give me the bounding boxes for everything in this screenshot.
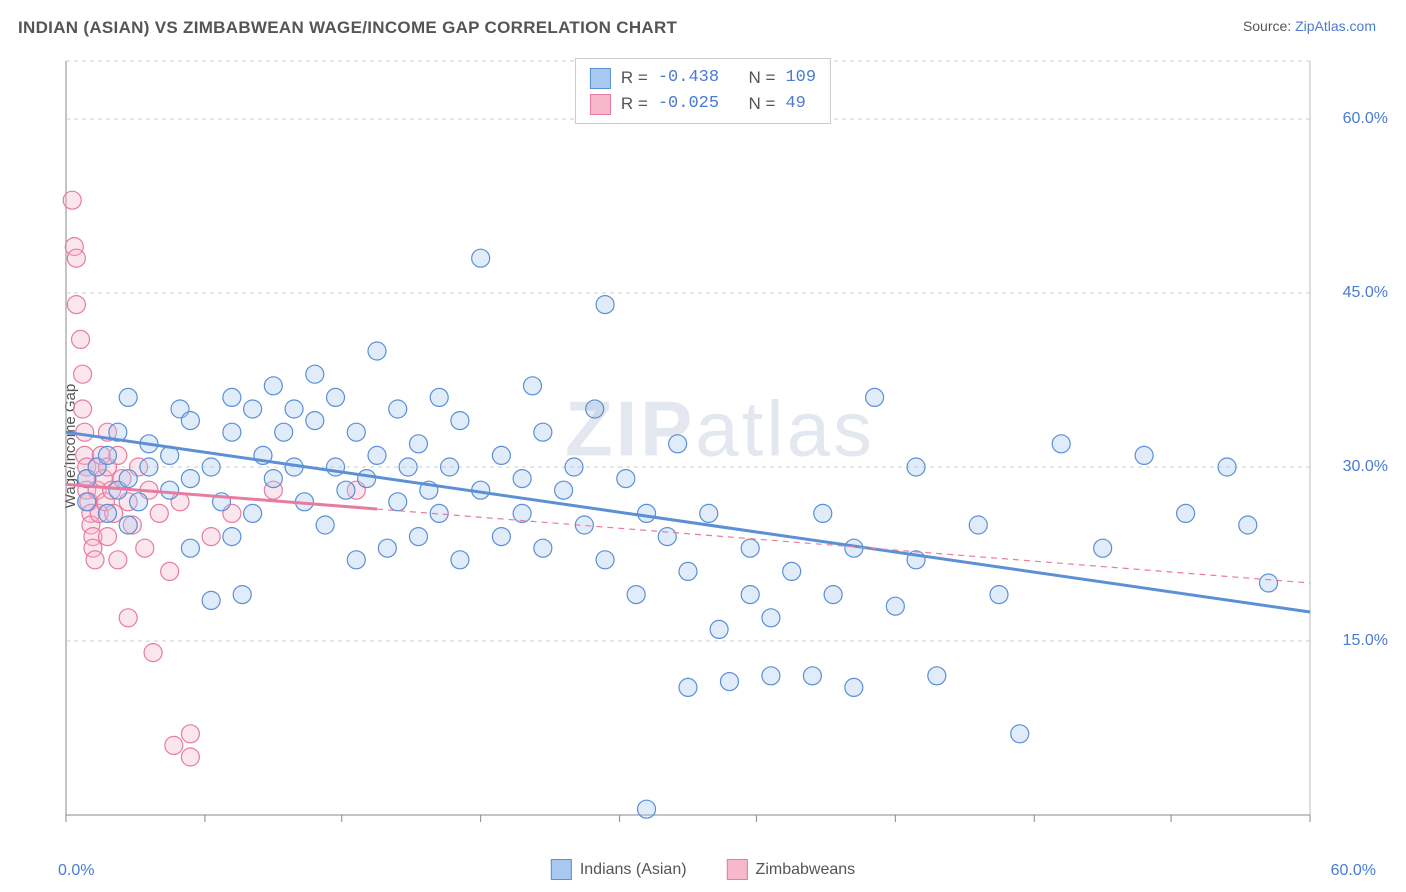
- legend-swatch: [551, 859, 572, 880]
- legend-label: Zimbabweans: [756, 861, 856, 879]
- source-link[interactable]: ZipAtlas.com: [1295, 18, 1376, 34]
- r-value: -0.025: [658, 91, 719, 117]
- y-tick-label: 60.0%: [1343, 110, 1388, 128]
- n-label: N =: [749, 91, 776, 117]
- legend-label: Indians (Asian): [580, 861, 687, 879]
- source-label: Source:: [1243, 18, 1295, 34]
- n-value: 49: [785, 91, 805, 117]
- chart-area: ZIPatlas: [60, 55, 1380, 835]
- stat-legend-row: R = -0.438 N = 109: [590, 65, 816, 91]
- r-label: R =: [621, 65, 648, 91]
- r-label: R =: [621, 91, 648, 117]
- legend-swatch: [590, 94, 611, 115]
- series-legend: Indians (Asian) Zimbabweans: [551, 859, 855, 880]
- source-attribution: Source: ZipAtlas.com: [1243, 18, 1376, 34]
- legend-item: Zimbabweans: [727, 859, 856, 880]
- n-value: 109: [785, 65, 816, 91]
- y-tick-label: 30.0%: [1343, 458, 1388, 476]
- chart-title: INDIAN (ASIAN) VS ZIMBABWEAN WAGE/INCOME…: [18, 18, 677, 38]
- legend-swatch: [590, 68, 611, 89]
- stat-legend-row: R = -0.025 N = 49: [590, 91, 816, 117]
- r-value: -0.438: [658, 65, 719, 91]
- scatter-chart-svg: [60, 55, 1380, 835]
- x-axis-min-label: 0.0%: [58, 862, 94, 880]
- statistics-legend: R = -0.438 N = 109 R = -0.025 N = 49: [575, 58, 831, 124]
- y-tick-label: 15.0%: [1343, 632, 1388, 650]
- legend-item: Indians (Asian): [551, 859, 687, 880]
- x-axis-max-label: 60.0%: [1331, 862, 1376, 880]
- y-tick-label: 45.0%: [1343, 284, 1388, 302]
- n-label: N =: [749, 65, 776, 91]
- legend-swatch: [727, 859, 748, 880]
